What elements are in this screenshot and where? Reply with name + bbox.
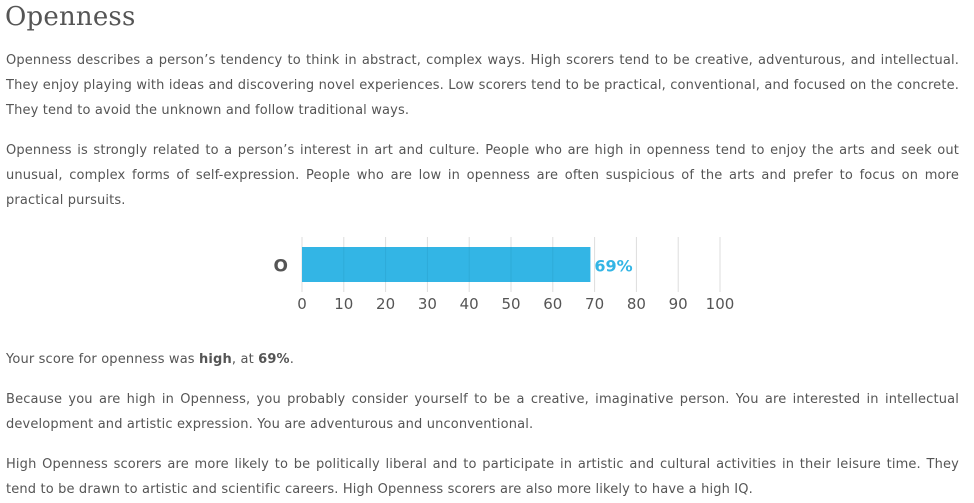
category-label: O: [274, 257, 288, 277]
x-tick-label: 60: [543, 295, 562, 313]
score-level: high: [199, 352, 232, 367]
bar-o: [302, 247, 591, 282]
score-summary-prefix: Your score for openness was: [6, 352, 200, 367]
score-bar-chart-svg: O 69% 0 10 20 30 40 50 60 70 80 90 100: [274, 237, 735, 313]
x-tick-label: 70: [585, 295, 604, 313]
x-tick-label: 90: [669, 295, 688, 313]
x-tick-label: 100: [706, 295, 735, 313]
page-title: Openness: [5, 2, 136, 32]
bar-value-label: 69%: [594, 257, 632, 276]
x-tick-label: 80: [627, 295, 646, 313]
openness-culture-paragraph: Openness is strongly related to a person…: [6, 143, 959, 208]
x-tick-label: 40: [460, 295, 479, 313]
x-tick-label: 10: [334, 295, 353, 313]
x-tick-label: 20: [376, 295, 395, 313]
x-tick-label: 0: [297, 295, 307, 313]
score-summary-paragraph: Your score for openness was high, at 69%…: [6, 347, 959, 372]
score-percent: 69%: [258, 352, 290, 367]
high-openness-correlates-paragraph: High Openness scorers are more likely to…: [6, 457, 959, 497]
high-openness-traits-paragraph: Because you are high in Openness, you pr…: [6, 392, 959, 432]
x-tick-label: 30: [418, 295, 437, 313]
openness-score-chart: O 69% 0 10 20 30 40 50 60 70 80 90 100: [0, 230, 974, 320]
x-tick-label: 50: [501, 295, 520, 313]
openness-description-paragraph: Openness describes a person’s tendency t…: [6, 53, 959, 118]
score-summary-suffix: .: [289, 352, 294, 367]
score-summary-middle: , at: [231, 352, 259, 367]
